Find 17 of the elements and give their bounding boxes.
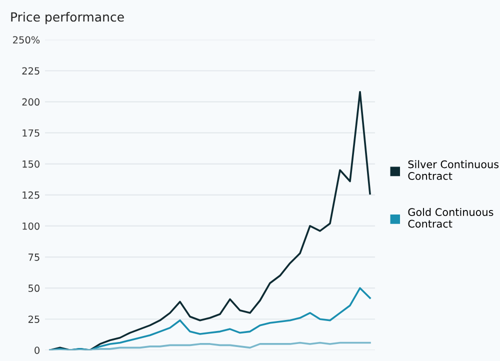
y-tick-label: 225: [22, 67, 40, 75]
y-tick-label: 50: [28, 284, 40, 292]
chart-title: Price performance: [11, 12, 124, 24]
y-tick-label: 100: [22, 222, 40, 230]
y-tick-label: 125: [22, 191, 40, 199]
y-tick-label: 175: [22, 129, 40, 137]
y-tick-label: 25: [28, 316, 40, 323]
y-tick-label: 150: [22, 160, 40, 168]
y-tick-label: 250%: [13, 36, 40, 44]
y-tick-label: 75: [28, 254, 40, 261]
line-series: [49, 287, 371, 350]
legend-label: Gold Continuous Contract: [408, 208, 494, 228]
y-tick-label: 200: [22, 98, 40, 106]
line-series: [49, 90, 371, 350]
y-tick-label: 0: [34, 346, 40, 354]
line-series: [49, 342, 371, 350]
legend-label: Silver Continuous Contract: [408, 160, 499, 180]
